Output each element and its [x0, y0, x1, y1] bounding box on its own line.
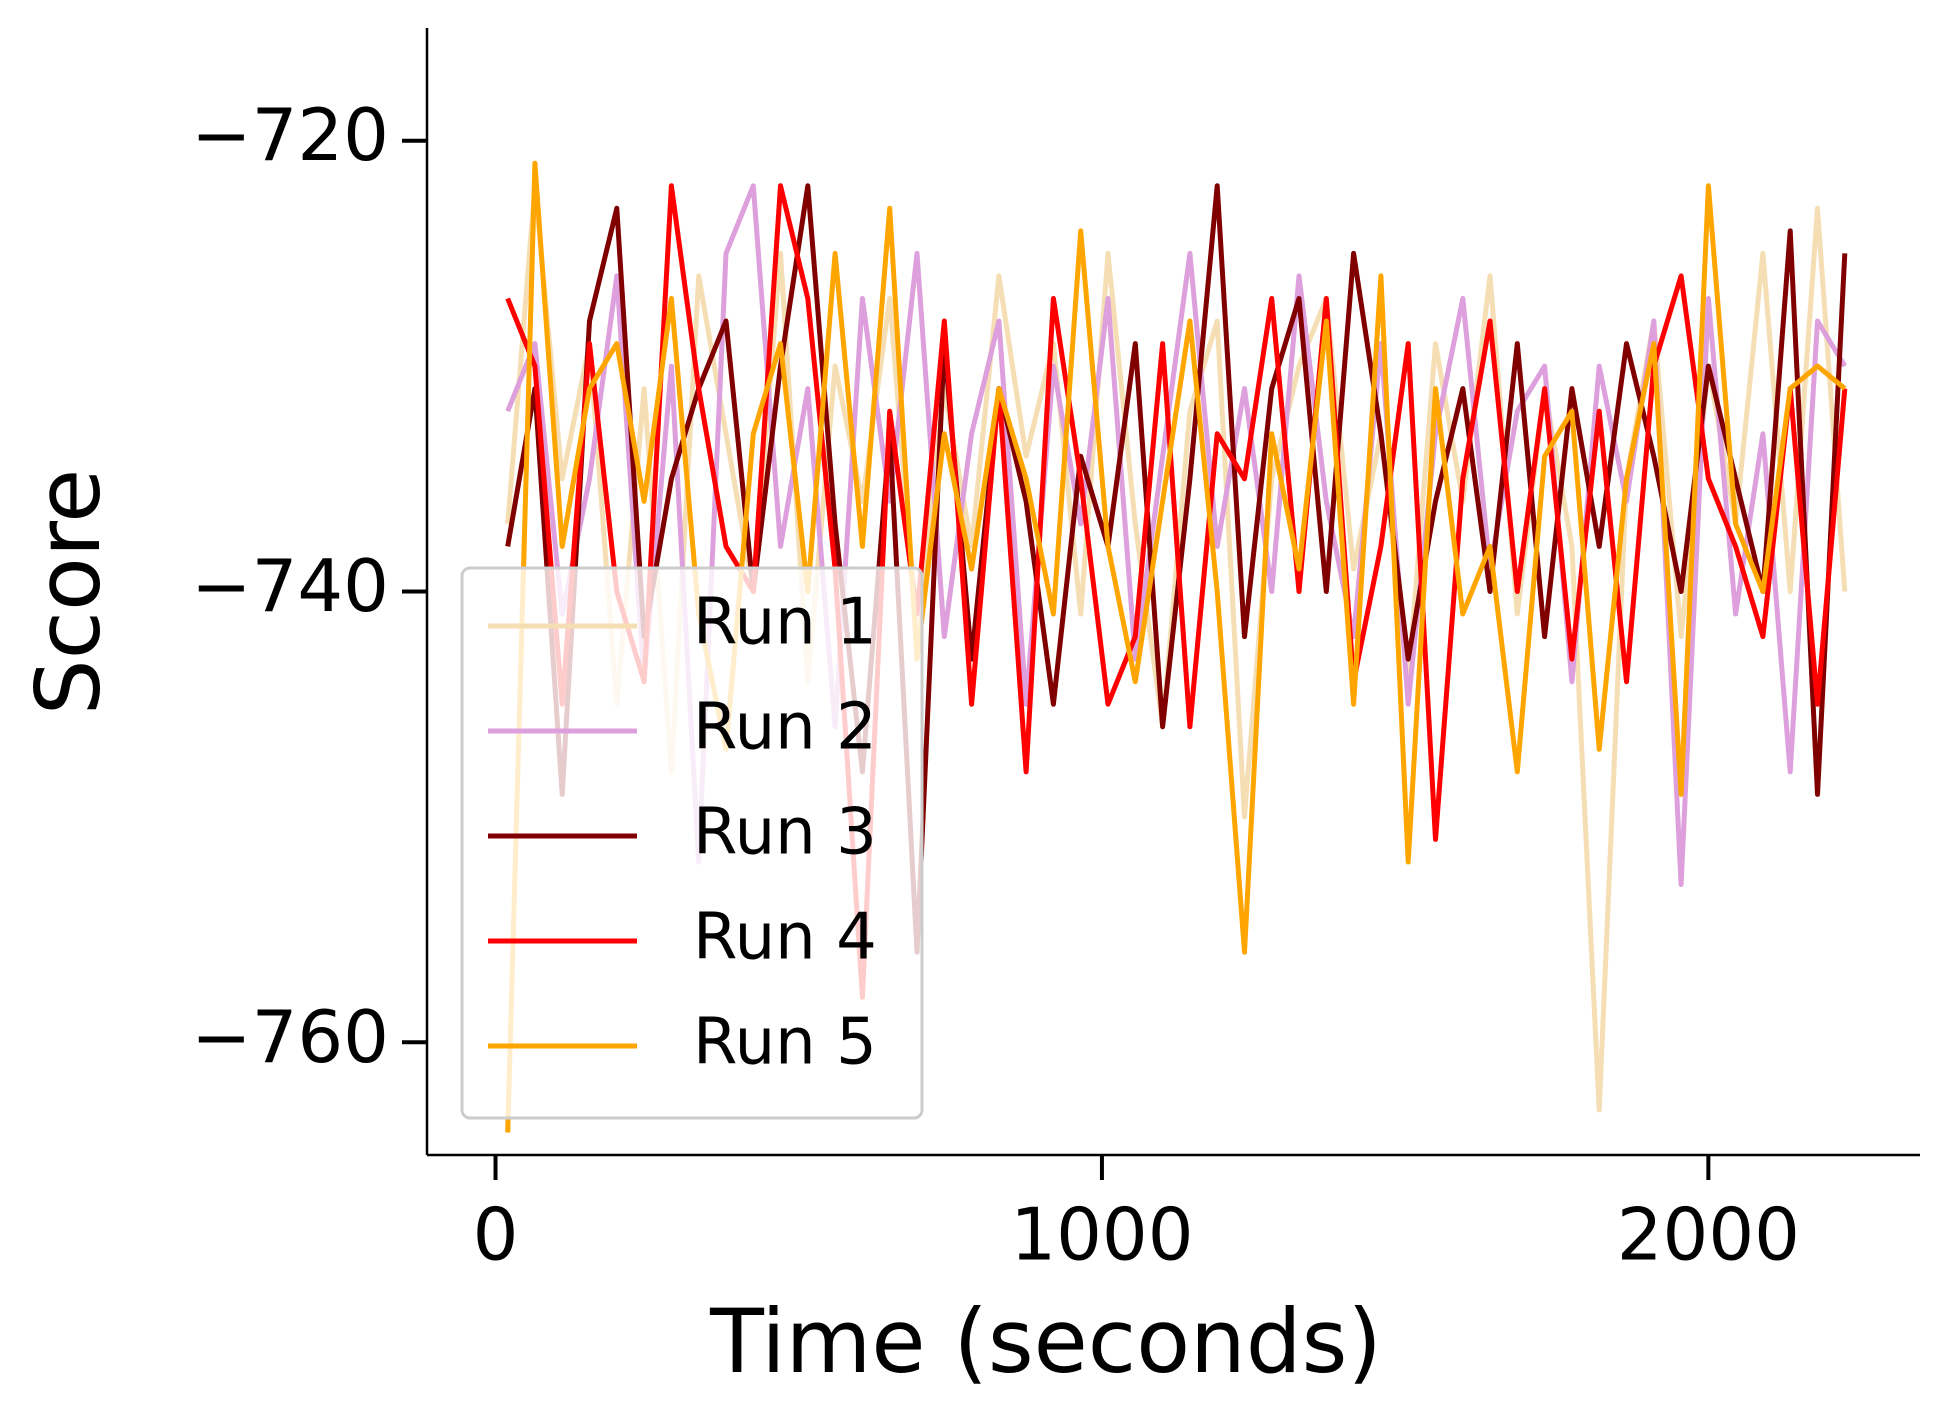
legend-label: Run 3 [693, 796, 877, 870]
y-axis-label: Score [17, 469, 120, 715]
x-tick-label: 0 [473, 1193, 519, 1277]
line-series [505, 183, 1847, 887]
legend-label: Run 5 [693, 1006, 877, 1080]
line-series [505, 183, 1848, 1000]
x-tick-label: 2000 [1617, 1193, 1800, 1277]
x-axis-label: Time (seconds) [709, 1290, 1382, 1393]
y-tick-label: −720 [191, 93, 389, 177]
y-tick-label: −760 [191, 995, 389, 1079]
line-series [505, 183, 1848, 955]
legend-label: Run 1 [693, 586, 877, 660]
x-tick-label: 1000 [1010, 1193, 1193, 1277]
y-tick-label: −740 [191, 544, 389, 628]
legend-label: Run 2 [693, 691, 877, 765]
legend-box [460, 566, 924, 1120]
legend-label: Run 4 [693, 901, 877, 975]
